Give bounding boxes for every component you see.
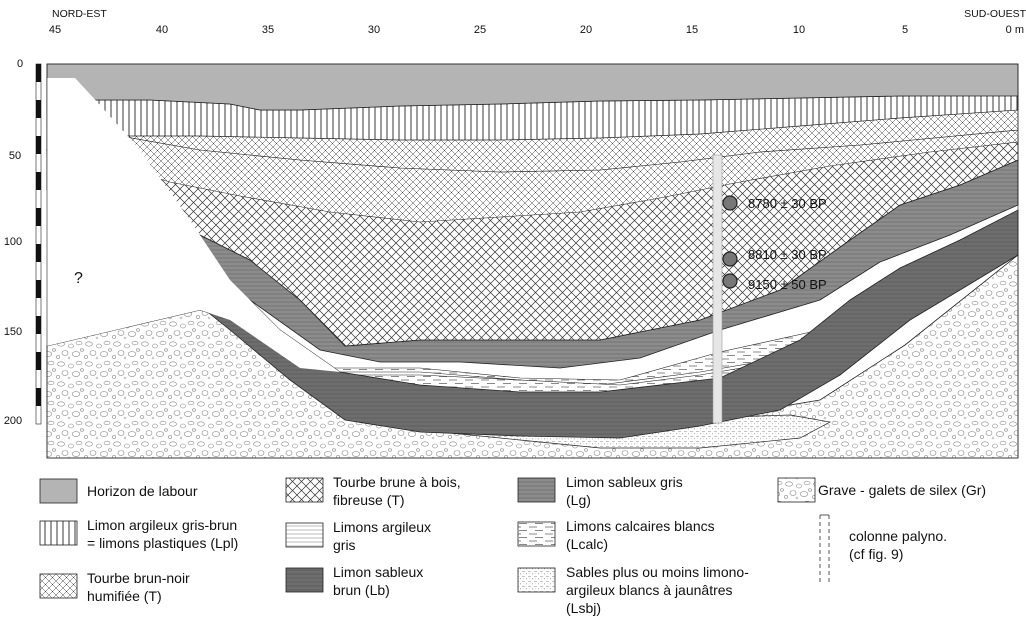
x-tick-label: 5 [902,24,908,36]
legend-label: Tourbe brun-noir [87,570,190,586]
x-tick-label: 20 [580,24,592,36]
legend-swatch-limons-argileux-gris [285,522,324,548]
legend-label: Limons calcaires blancs [566,518,715,534]
direction-label-northeast: NORD-EST [52,8,107,20]
legend-label: (Lsbj) [566,600,601,616]
date-label: 8780 ± 30 BP [748,196,827,211]
legend-label: argileux blancs à jaunâtres [566,582,733,598]
legend-swatch-limons-calcaires [517,521,556,547]
legend-swatch-tourbe-brun-noir [39,573,78,599]
direction-label-southwest: SUD-OUEST [964,8,1026,20]
x-tick-label: 0 m [1006,24,1024,36]
distance-axis: 45 40 35 30 25 20 15 10 5 0 m [49,24,1024,36]
x-tick-label: 25 [474,24,486,36]
date-label: 8810 ± 30 BP [748,247,827,262]
x-tick-label: 40 [156,24,168,36]
x-tick-label: 30 [368,24,380,36]
y-tick-label: 150 [4,326,22,338]
legend-label: Sables plus ou moins limono- [566,564,749,580]
depth-scale: 0 50 100 150 200 [4,58,42,427]
pollen-column [712,154,723,424]
radiocarbon-dates: 8780 ± 30 BP 8810 ± 30 BP 9150 ± 50 BP [722,195,827,292]
legend: Horizon de labour Limon argileux gris-br… [39,474,986,616]
legend-label: brun (Lb) [333,582,390,598]
legend-label: (cf fig. 9) [849,546,903,562]
layer-horizon-de-labour [46,63,1019,111]
x-tick-label: 35 [262,24,274,36]
x-tick-label: 15 [686,24,698,36]
legend-swatch-limon-sableux-gris [517,477,556,503]
legend-swatch-colonne-palyno [819,514,830,583]
legend-label: Tourbe brune à bois, [333,474,461,490]
legend-label: gris [333,537,356,553]
x-tick-label: 10 [793,24,805,36]
legend-label: (Lg) [566,492,591,508]
legend-label: colonne palyno. [849,528,947,544]
legend-swatch-grave [777,477,816,503]
legend-label: Limons argileux [333,519,431,535]
legend-label: Horizon de labour [87,483,198,499]
legend-label: = limons plastiques (Lpl) [87,535,238,551]
legend-swatch-tourbe-brune [285,477,324,503]
legend-label: fibreuse (T) [333,492,405,508]
legend-label: (Lcalc) [566,536,608,552]
x-tick-label: 45 [49,24,61,36]
legend-swatch-limon-sableux-brun [285,567,324,593]
profile: ? [45,63,1019,459]
legend-label: Limon sableux [333,564,423,580]
y-tick-label: 100 [4,236,22,248]
date-sample-marker [722,273,738,289]
legend-label: Limon argileux gris-brun [87,517,237,533]
date-sample-marker [722,251,738,267]
date-sample-marker [722,195,738,211]
legend-swatch-horizon [39,478,78,504]
legend-swatch-lpl [39,520,78,546]
unknown-mark: ? [74,270,83,287]
y-tick-label: 200 [4,415,22,427]
date-label: 9150 ± 50 BP [748,277,827,292]
legend-label: Grave - galets de silex (Gr) [818,482,986,498]
legend-swatch-sables [517,567,556,593]
y-tick-label: 50 [9,150,21,162]
legend-label: Limon sableux gris [566,474,683,490]
y-tick-label: 0 [17,58,23,70]
legend-label: humifiée (T) [87,588,162,604]
